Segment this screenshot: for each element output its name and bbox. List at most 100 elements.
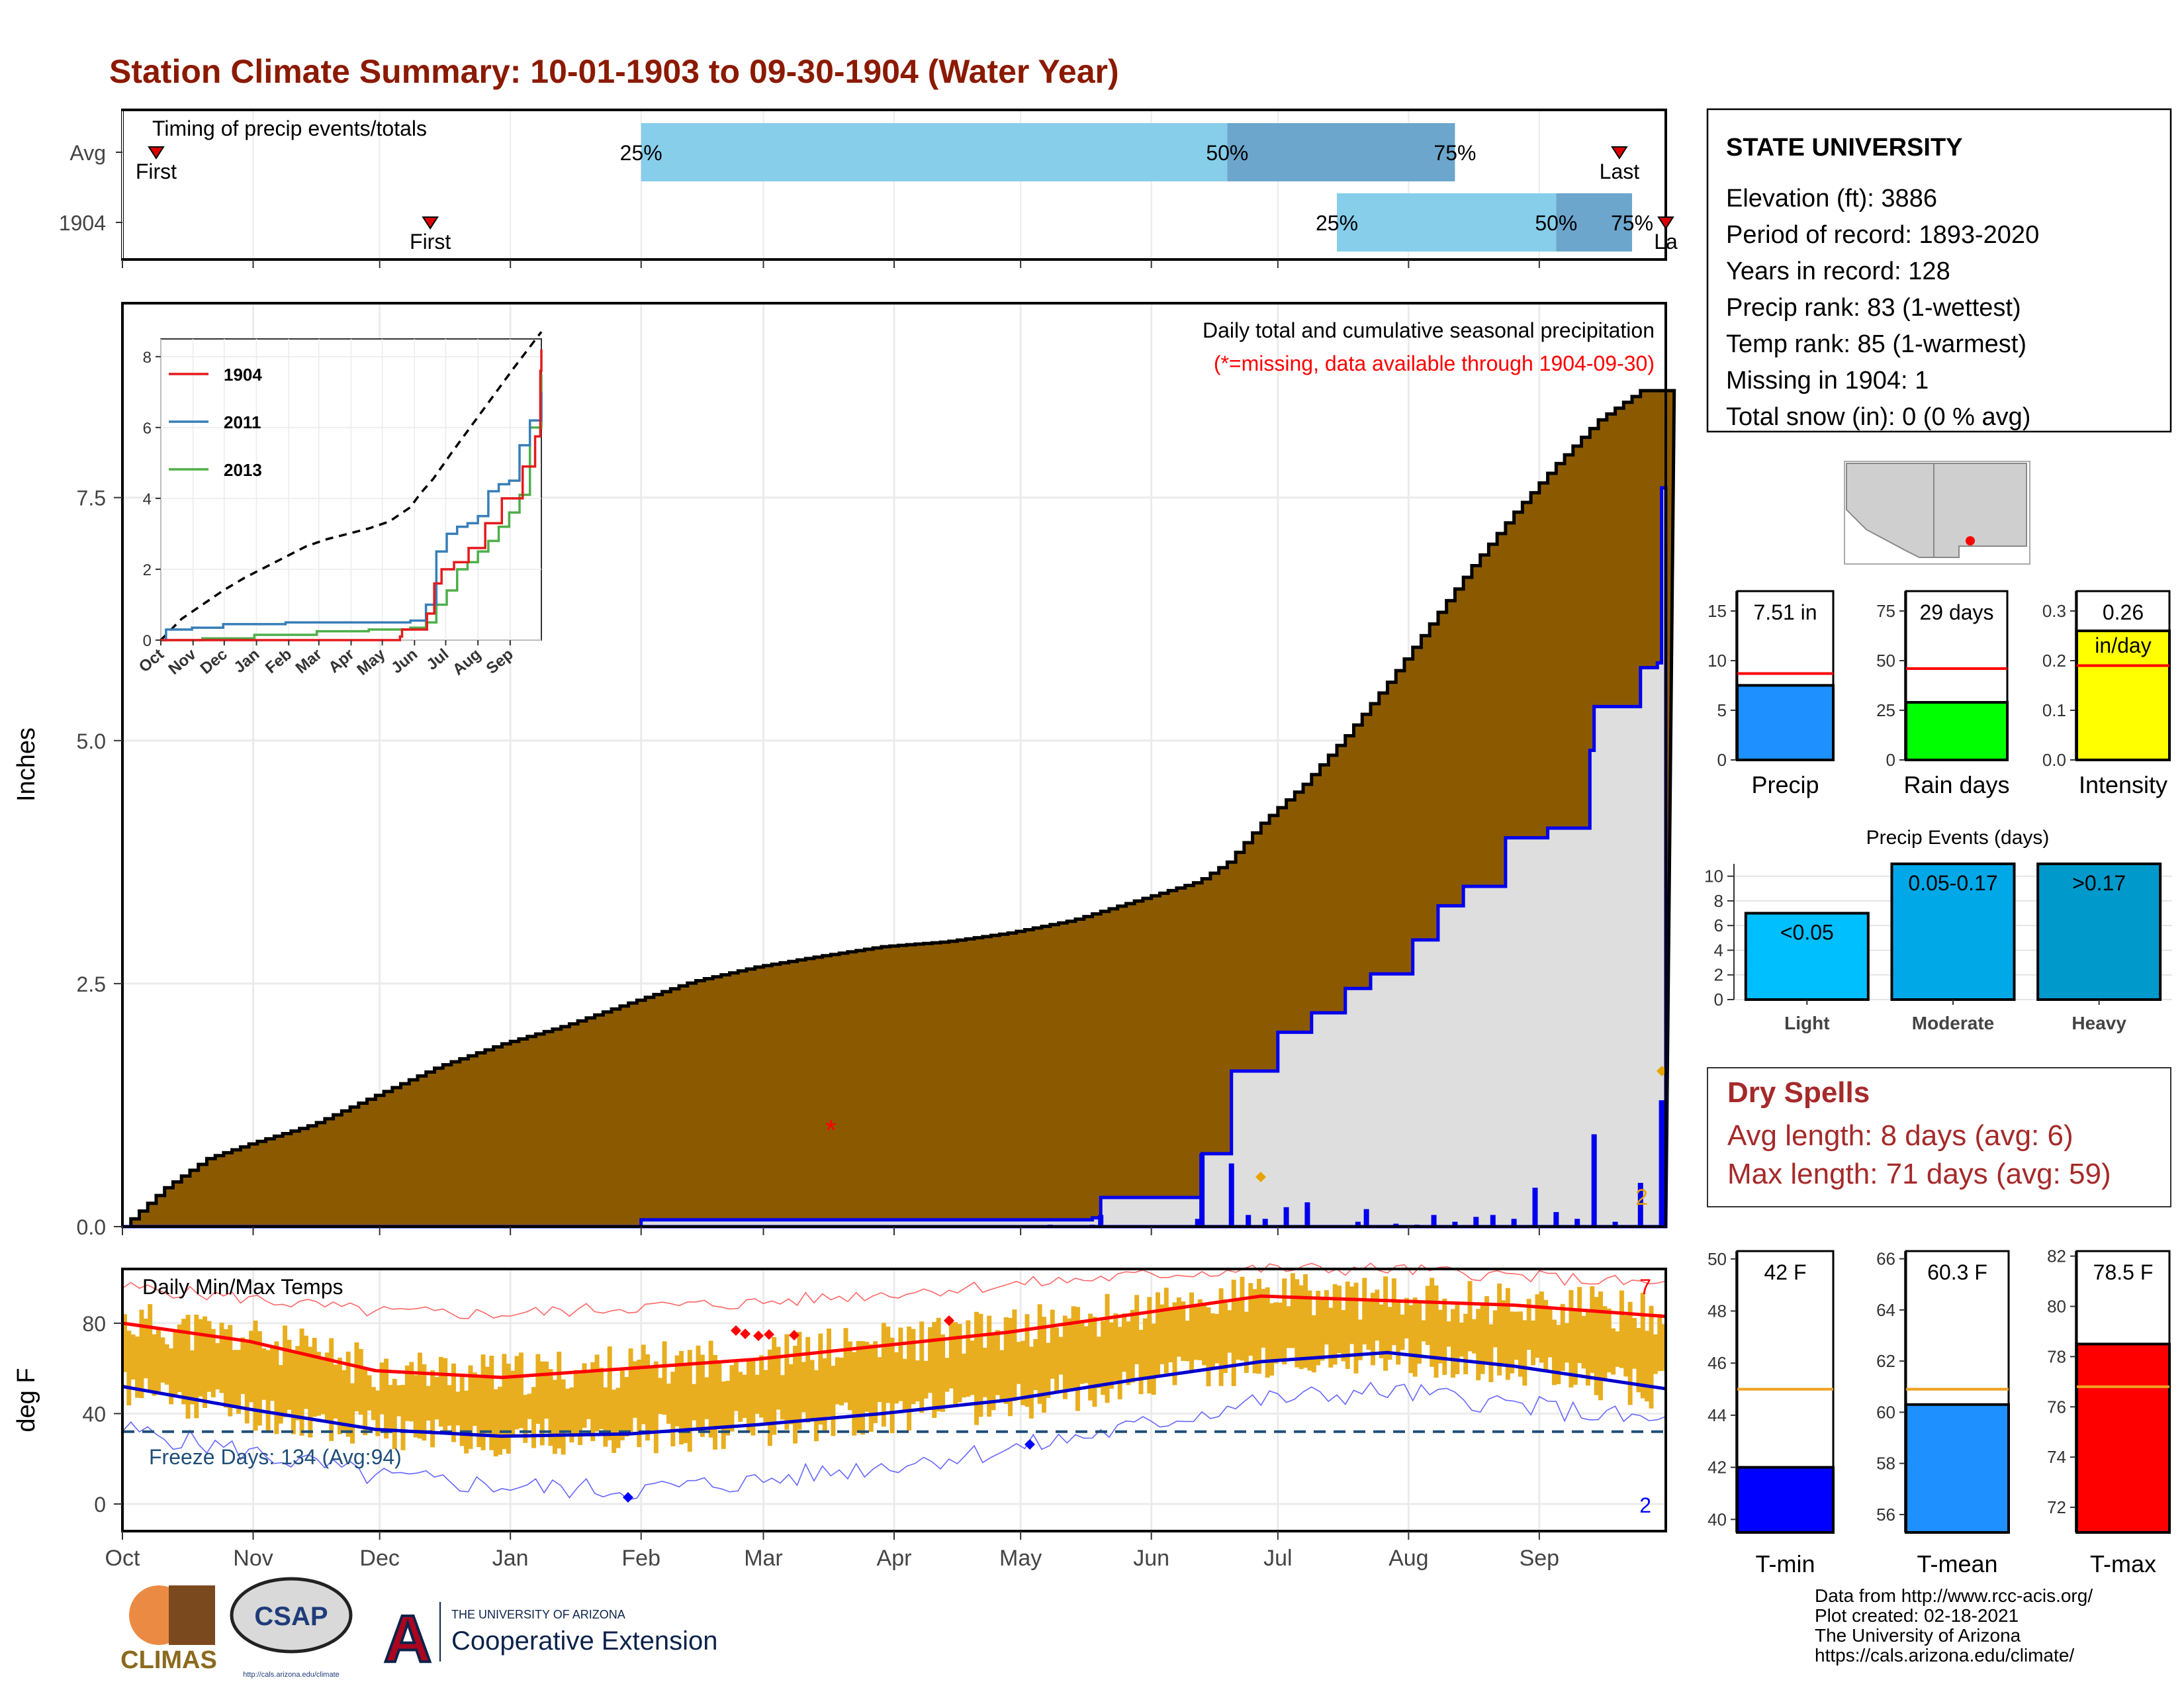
daily-temp-bar — [1324, 1289, 1329, 1345]
daily-temp-bar — [944, 1358, 950, 1392]
daily-temp-bar — [594, 1354, 600, 1432]
daily-temp-bar — [1433, 1285, 1439, 1378]
daily-temp-bar — [1467, 1281, 1473, 1352]
mini-axis-label: T-mean — [1917, 1550, 1997, 1577]
record-low-marker — [1024, 1439, 1035, 1450]
daily-temp-bar — [738, 1372, 743, 1422]
daily-temp-bar — [801, 1362, 806, 1413]
record-high-marker — [789, 1330, 799, 1340]
daily-temp-bar — [805, 1336, 811, 1423]
mini-axis-label: T-min — [1756, 1550, 1815, 1577]
daily-temp-bar — [813, 1370, 819, 1442]
daily-temp-bar — [484, 1366, 490, 1434]
mini-value-unit: in/day — [2095, 633, 2151, 657]
mini-bar-frame — [2075, 1250, 2171, 1534]
mini-axis-label: Rain days — [1903, 771, 2009, 798]
daily-temp-bar — [1653, 1334, 1658, 1374]
record-high-marker — [740, 1329, 751, 1339]
events-title: Precip Events (days) — [1866, 827, 2050, 849]
mini-y-tick-label: 72 — [2047, 1497, 2066, 1517]
daily-temp-bar — [902, 1358, 907, 1411]
daily-temp-bar — [489, 1356, 494, 1450]
csap-cloud-icon — [230, 1577, 353, 1654]
daily-temp-bar — [637, 1359, 642, 1448]
daily-temp-bar — [953, 1322, 958, 1405]
daily-temp-bar — [1058, 1336, 1064, 1375]
daily-temp-bar — [1151, 1323, 1156, 1395]
info-line: Elevation (ft): 3886 — [1726, 185, 1937, 212]
mini-y-tick-label: 50 — [1876, 651, 1895, 671]
y-tick-label: 0 — [94, 1493, 106, 1517]
daily-temp-bar — [210, 1329, 216, 1397]
daily-temp-bar — [1556, 1325, 1561, 1385]
daily-temp-bar — [1480, 1303, 1485, 1374]
events-category-label: Heavy — [2071, 1013, 2126, 1033]
map-state-new-mexico — [1933, 463, 2027, 558]
month-label: Sep — [1520, 1546, 1560, 1571]
daily-temp-bar — [662, 1341, 667, 1415]
temp-panel: Daily Min/Max Temps Freeze Days: 134 (Av… — [13, 1262, 1667, 1571]
mini-axis-label: T-max — [2090, 1550, 2156, 1577]
mini-y-tick-label: 46 — [1707, 1353, 1727, 1373]
station-location-dot — [1966, 536, 1975, 545]
daily-temp-bar — [1619, 1290, 1624, 1368]
daily-temp-bar — [1092, 1317, 1097, 1407]
daily-temp-bar — [122, 1314, 127, 1372]
daily-temp-bar — [658, 1378, 663, 1414]
daily-temp-bar — [590, 1362, 596, 1442]
daily-temp-bar — [303, 1335, 308, 1409]
daily-temp-bar — [772, 1336, 777, 1435]
daily-temp-bar — [1210, 1313, 1215, 1369]
daily-temp-bar — [1202, 1303, 1207, 1366]
daily-precip-bar — [1393, 1223, 1399, 1227]
daily-temp-bar — [974, 1311, 979, 1425]
daily-temp-bar — [1236, 1297, 1241, 1360]
daily-temp-bar — [1551, 1319, 1557, 1385]
events-y-tick-label: 8 — [1714, 891, 1723, 911]
intensity-chart: 0.0 0.1 0.2 0.3 0.26 in/day Intensity — [2042, 590, 2171, 798]
daily-temp-bar — [619, 1368, 625, 1440]
daily-temp-bar — [438, 1356, 443, 1427]
daily-temp-bar — [868, 1344, 874, 1432]
timing-pct75: 75% — [1611, 211, 1653, 235]
daily-temp-bar — [700, 1354, 705, 1437]
daily-temp-bar — [1522, 1320, 1527, 1386]
mini-bar-frame — [1905, 1250, 2010, 1534]
daily-temp-bar — [1611, 1328, 1616, 1375]
daily-temp-bar — [1042, 1317, 1046, 1413]
timing-rows: 25% 50% 75% First Last 25% 50% 75% First La — [116, 123, 1678, 254]
inset-line-2013 — [161, 374, 543, 641]
daily-temp-bar — [523, 1395, 528, 1443]
daily-temp-bar — [1357, 1319, 1363, 1360]
daily-temp-bar — [1138, 1329, 1144, 1395]
daily-temp-bar — [578, 1372, 583, 1445]
daily-temp-bar — [1142, 1318, 1148, 1380]
daily-temp-bar — [1024, 1314, 1030, 1407]
mini-value-label: 60.3 F — [1927, 1260, 1987, 1284]
daily-temp-bar — [236, 1350, 242, 1414]
daily-temp-bar — [1176, 1297, 1181, 1357]
daily-temp-bar — [130, 1334, 136, 1380]
record-high-marker — [753, 1331, 764, 1341]
daily-temp-bar — [1417, 1302, 1422, 1364]
daily-temp-bar — [1181, 1301, 1186, 1361]
daily-temp-bar — [1514, 1311, 1519, 1360]
precip-events-chart: Precip Events (days) 0 2 4 6 8 10 <0.05 Light 0.… — [1704, 827, 2172, 1033]
daily-temp-bar — [1248, 1283, 1253, 1356]
avg-min-line — [122, 1350, 1666, 1438]
daily-temp-bar — [1012, 1309, 1017, 1401]
daily-temp-bar — [860, 1340, 865, 1435]
daily-temp-bar — [1096, 1336, 1101, 1388]
mini-bar-frame — [2075, 590, 2171, 761]
daily-temp-bar — [1471, 1319, 1477, 1354]
daily-temp-bar — [299, 1328, 304, 1436]
daily-temp-bar — [1518, 1311, 1523, 1377]
month-label: Jun — [1133, 1546, 1169, 1571]
mini-y-tick-label: 0.2 — [2042, 651, 2066, 671]
daily-temp-bar — [1083, 1326, 1089, 1383]
daily-temp-bar — [1071, 1306, 1076, 1388]
daily-precip-bar — [1473, 1217, 1479, 1227]
daily-temp-bar — [827, 1328, 832, 1417]
daily-temp-bar — [1455, 1304, 1460, 1374]
daily-temp-bar — [1459, 1323, 1464, 1357]
